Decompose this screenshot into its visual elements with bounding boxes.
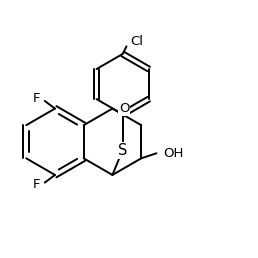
Text: Cl: Cl — [130, 35, 143, 48]
Text: F: F — [33, 92, 40, 105]
Text: F: F — [33, 178, 40, 191]
Text: OH: OH — [163, 147, 183, 160]
Text: O: O — [119, 102, 129, 115]
Text: S: S — [118, 143, 127, 158]
